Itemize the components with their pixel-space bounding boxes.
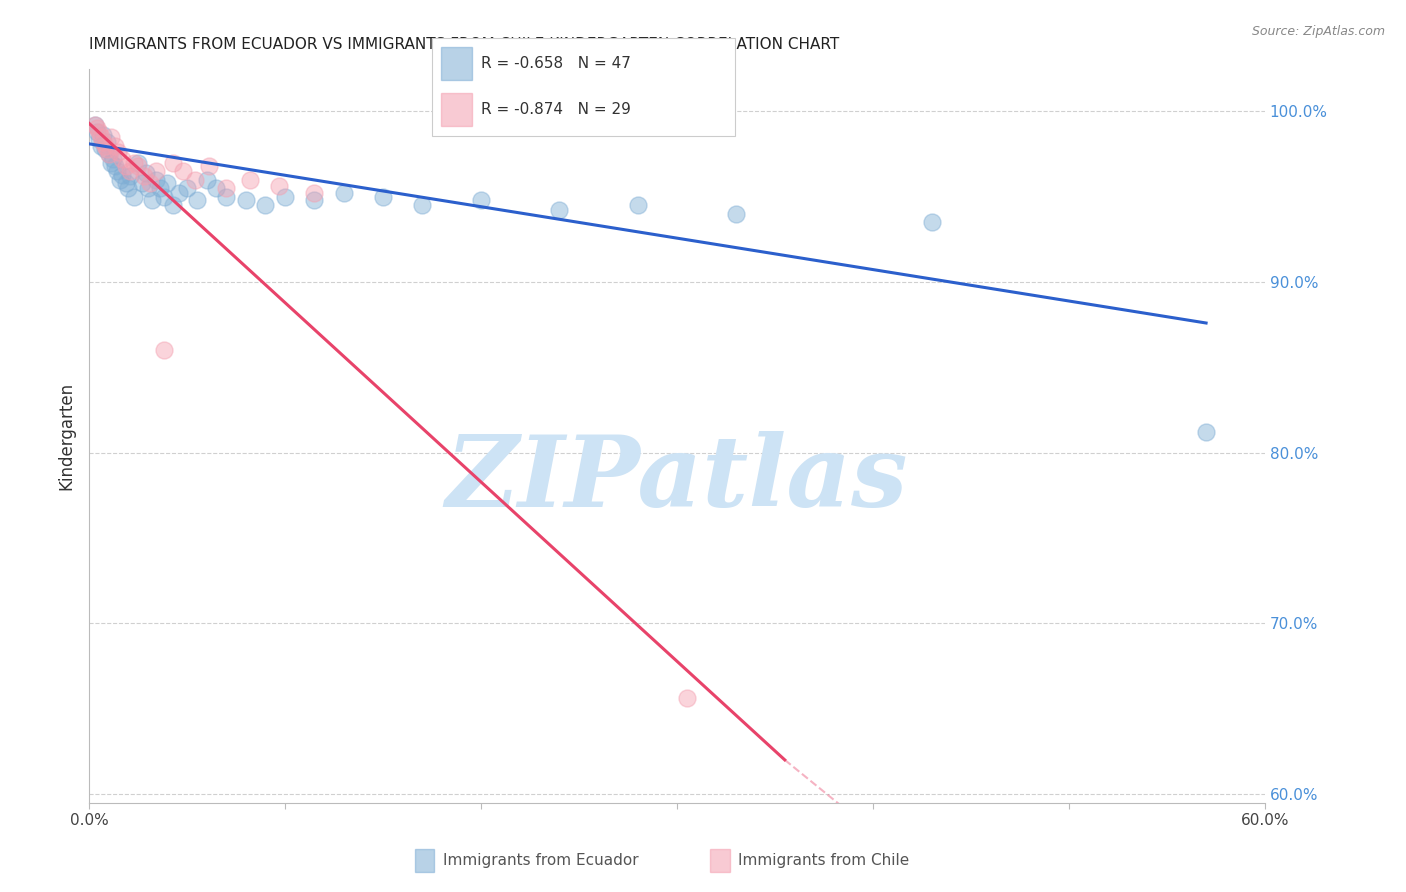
Point <box>162 198 184 212</box>
Point <box>167 186 190 201</box>
Point <box>186 193 208 207</box>
Point <box>100 130 122 145</box>
Point <box>127 155 149 169</box>
Point <box>205 181 228 195</box>
Point <box>470 193 492 207</box>
Point <box>111 168 134 182</box>
Point <box>110 172 132 186</box>
Point <box>87 125 110 139</box>
Text: R = -0.658   N = 47: R = -0.658 N = 47 <box>481 56 631 70</box>
Point <box>135 166 157 180</box>
Point <box>107 145 129 160</box>
Point <box>103 138 125 153</box>
Point <box>122 190 145 204</box>
Point <box>254 198 277 212</box>
Point <box>152 343 174 358</box>
Point <box>117 181 139 195</box>
Point <box>115 159 138 173</box>
Point <box>172 164 194 178</box>
Point <box>122 155 145 169</box>
FancyBboxPatch shape <box>441 93 472 126</box>
Point <box>97 147 120 161</box>
Text: IMMIGRANTS FROM ECUADOR VS IMMIGRANTS FROM CHILE KINDERGARTEN CORRELATION CHART: IMMIGRANTS FROM ECUADOR VS IMMIGRANTS FR… <box>89 37 839 53</box>
Point <box>86 125 108 139</box>
FancyBboxPatch shape <box>441 47 472 79</box>
Point <box>333 186 356 201</box>
Point <box>548 203 571 218</box>
Point <box>100 155 122 169</box>
Point <box>141 193 163 207</box>
Point <box>84 118 107 132</box>
Point <box>215 181 238 195</box>
Point <box>93 138 115 153</box>
Point <box>239 172 262 186</box>
Point <box>132 169 155 184</box>
Point <box>304 186 326 201</box>
Point <box>215 190 238 204</box>
Point <box>176 181 198 195</box>
Point <box>91 135 114 149</box>
Point <box>184 172 207 186</box>
Point <box>145 172 167 186</box>
Point <box>120 169 142 184</box>
Point <box>627 198 650 212</box>
Point <box>115 176 138 190</box>
Text: Source: ZipAtlas.com: Source: ZipAtlas.com <box>1251 25 1385 38</box>
Text: Immigrants from Ecuador: Immigrants from Ecuador <box>443 854 638 868</box>
Point <box>139 176 162 190</box>
Point <box>90 130 112 145</box>
Point <box>91 128 114 143</box>
Point <box>411 198 433 212</box>
Point <box>87 132 110 146</box>
Point <box>96 135 118 149</box>
Point <box>131 176 153 190</box>
Point <box>93 142 115 156</box>
Point <box>1195 425 1218 440</box>
Point <box>96 142 118 156</box>
Point <box>111 152 134 166</box>
Point <box>162 155 184 169</box>
Text: Immigrants from Chile: Immigrants from Chile <box>738 854 910 868</box>
Text: R = -0.874   N = 29: R = -0.874 N = 29 <box>481 102 631 117</box>
Point <box>235 193 257 207</box>
Point <box>103 159 125 173</box>
Point <box>675 691 697 706</box>
Point <box>101 152 124 166</box>
FancyBboxPatch shape <box>432 37 735 136</box>
Point <box>145 164 167 178</box>
Point <box>97 147 120 161</box>
Text: ZIPatlas: ZIPatlas <box>446 432 908 528</box>
Point <box>149 181 172 195</box>
Point <box>120 164 142 178</box>
Point <box>195 172 218 186</box>
Point <box>127 159 149 173</box>
Point <box>274 190 297 204</box>
Point <box>90 138 112 153</box>
Point <box>724 207 747 221</box>
Point <box>86 121 108 136</box>
Point <box>152 190 174 204</box>
Point <box>136 181 159 195</box>
Point <box>84 118 107 132</box>
Point <box>105 164 128 178</box>
Point <box>371 190 394 204</box>
Point <box>269 179 291 194</box>
Y-axis label: Kindergarten: Kindergarten <box>58 382 75 490</box>
Point <box>304 193 326 207</box>
Point <box>921 215 943 229</box>
Point <box>197 159 219 173</box>
Point <box>156 176 179 190</box>
